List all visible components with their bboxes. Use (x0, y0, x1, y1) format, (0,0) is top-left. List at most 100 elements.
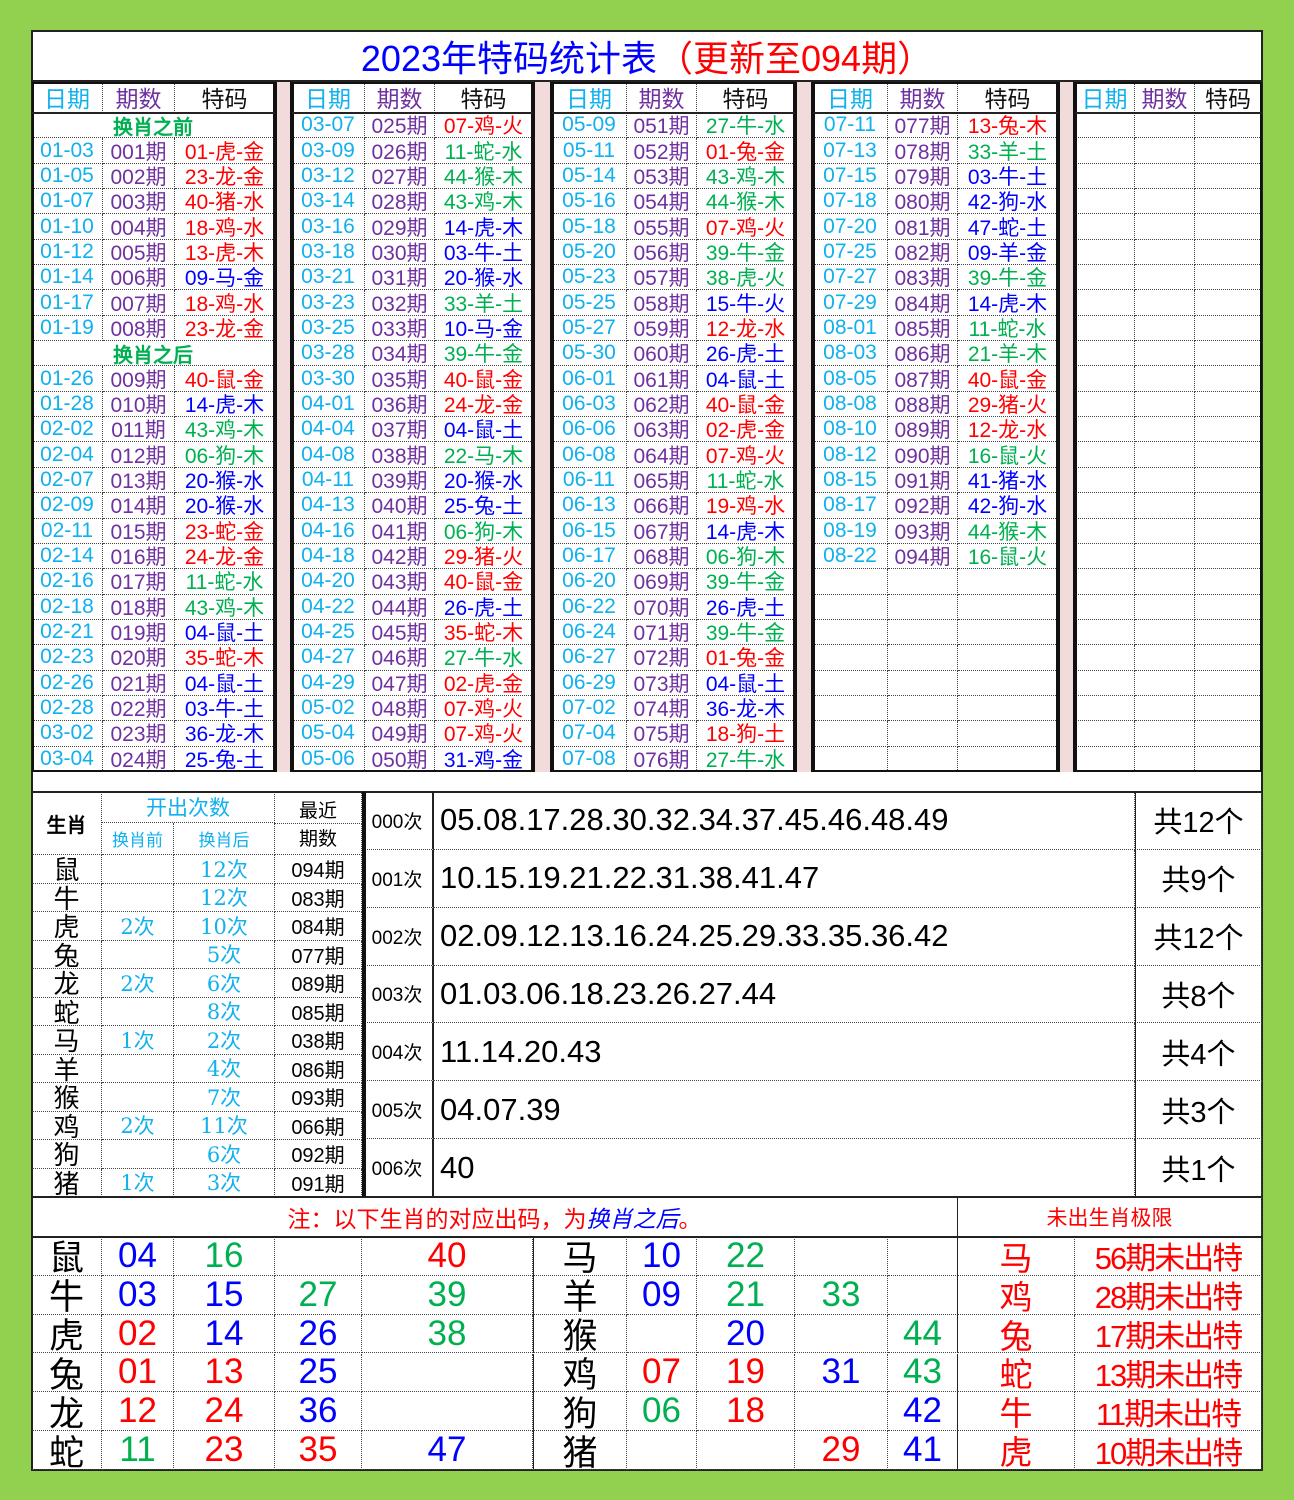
zodiac-name: 兔 (32, 1353, 102, 1393)
record-period (1135, 417, 1195, 443)
record-date: 01-03 (32, 138, 103, 164)
record-date: 06-01 (552, 366, 627, 392)
record-special-code (1195, 518, 1262, 544)
record-period: 026期 (365, 138, 435, 164)
record-special-code: 01-兔-金 (697, 645, 795, 671)
zodiac-number (888, 1237, 958, 1276)
count-before (102, 1054, 174, 1083)
record-period: 005期 (103, 239, 175, 266)
freq-numbers: 01.03.06.18.23.26.27.44 (434, 965, 1135, 1024)
divider (292, 112, 533, 114)
record-date: 08-17 (813, 493, 888, 519)
record-period: 024期 (103, 746, 175, 772)
record-date (1075, 366, 1135, 392)
record-special-code: 20-猴-水 (435, 265, 533, 291)
limit-zodiac: 马 (958, 1237, 1075, 1276)
record-period: 034期 (365, 341, 435, 367)
record-date: 01-05 (32, 163, 103, 190)
record-special-code: 09-羊-金 (958, 239, 1058, 266)
record-date: 06-24 (552, 619, 627, 646)
record-special-code (1195, 569, 1262, 595)
recent-period: 083期 (275, 883, 362, 912)
record-period: 080期 (888, 189, 958, 215)
count-after: 12次 (174, 855, 275, 884)
record-period: 041期 (365, 518, 435, 544)
count-before (102, 883, 174, 912)
record-special-code: 03-牛-土 (958, 163, 1058, 190)
record-period: 090期 (888, 442, 958, 468)
record-period (888, 695, 958, 722)
record-period: 031期 (365, 265, 435, 291)
title-main: 2023年特码统计表 (360, 38, 657, 79)
recent-period: 093期 (275, 1083, 362, 1112)
limit-periods: 17期未出特 (1075, 1314, 1262, 1354)
record-special-code: 33-羊-土 (958, 138, 1058, 164)
record-special-code: 23-龙-金 (175, 315, 275, 342)
record-date (1075, 467, 1135, 494)
limit-periods: 11期未出特 (1075, 1392, 1262, 1432)
record-special-code: 29-猪-火 (435, 543, 533, 570)
record-date: 04-20 (292, 569, 365, 595)
record-special-code: 10-马-金 (435, 315, 533, 342)
record-period: 043期 (365, 569, 435, 595)
record-special-code: 01-虎-金 (175, 138, 275, 164)
recent-period: 077期 (275, 940, 362, 969)
record-date: 07-08 (552, 746, 627, 772)
divider (552, 112, 795, 114)
record-date: 05-30 (552, 341, 627, 367)
recent-period: 085期 (275, 997, 362, 1026)
header-code: 特码 (958, 82, 1058, 113)
zodiac-number: 03 (102, 1275, 174, 1315)
record-special-code: 40-鼠-金 (697, 391, 795, 418)
record-date: 02-28 (32, 695, 103, 722)
record-period: 032期 (365, 290, 435, 316)
record-date: 08-15 (813, 467, 888, 494)
record-date (1075, 341, 1135, 367)
header-period: 期数 (888, 82, 958, 113)
header-date: 日期 (32, 82, 103, 113)
freq-label: 003次 (362, 965, 434, 1024)
column-gutter (275, 82, 292, 772)
record-period (1135, 138, 1195, 164)
divider (32, 791, 1262, 793)
zodiac-number (795, 1237, 888, 1276)
record-period: 073期 (627, 670, 697, 696)
zodiac-name: 牛 (32, 883, 102, 912)
record-date: 06-11 (552, 467, 627, 494)
record-date: 02-18 (32, 594, 103, 620)
record-period: 075期 (627, 721, 697, 747)
record-date: 04-27 (292, 645, 365, 671)
record-date (813, 721, 888, 747)
record-date: 01-26 (32, 366, 103, 392)
record-period: 054期 (627, 189, 697, 215)
record-special-code (958, 619, 1058, 646)
freq-label: 001次 (362, 849, 434, 908)
freq-label: 002次 (362, 907, 434, 966)
record-date: 03-07 (292, 113, 365, 139)
record-period: 072期 (627, 645, 697, 671)
freq-total: 共12个 (1135, 792, 1262, 850)
count-after: 2次 (174, 1026, 275, 1055)
zodiac-number: 19 (697, 1353, 795, 1393)
record-date (1075, 569, 1135, 595)
record-period: 057期 (627, 265, 697, 291)
count-after: 4次 (174, 1054, 275, 1083)
zodiac-number: 25 (275, 1353, 362, 1393)
zodiac-number: 02 (102, 1314, 174, 1354)
record-date (813, 670, 888, 696)
record-date: 07-29 (813, 290, 888, 316)
record-date: 05-27 (552, 315, 627, 342)
zodiac-name: 猴 (32, 1083, 102, 1112)
header-period: 期数 (103, 82, 175, 113)
zodiac-number (627, 1431, 697, 1470)
record-special-code (1195, 746, 1262, 772)
record-special-code (958, 645, 1058, 671)
record-special-code: 07-鸡-火 (435, 113, 533, 139)
record-date: 05-23 (552, 265, 627, 291)
record-special-code: 02-虎-金 (435, 670, 533, 696)
recent-period: 084期 (275, 912, 362, 941)
record-date: 04-18 (292, 543, 365, 570)
record-period (1135, 569, 1195, 595)
record-period: 015期 (103, 518, 175, 544)
record-period: 076期 (627, 746, 697, 772)
